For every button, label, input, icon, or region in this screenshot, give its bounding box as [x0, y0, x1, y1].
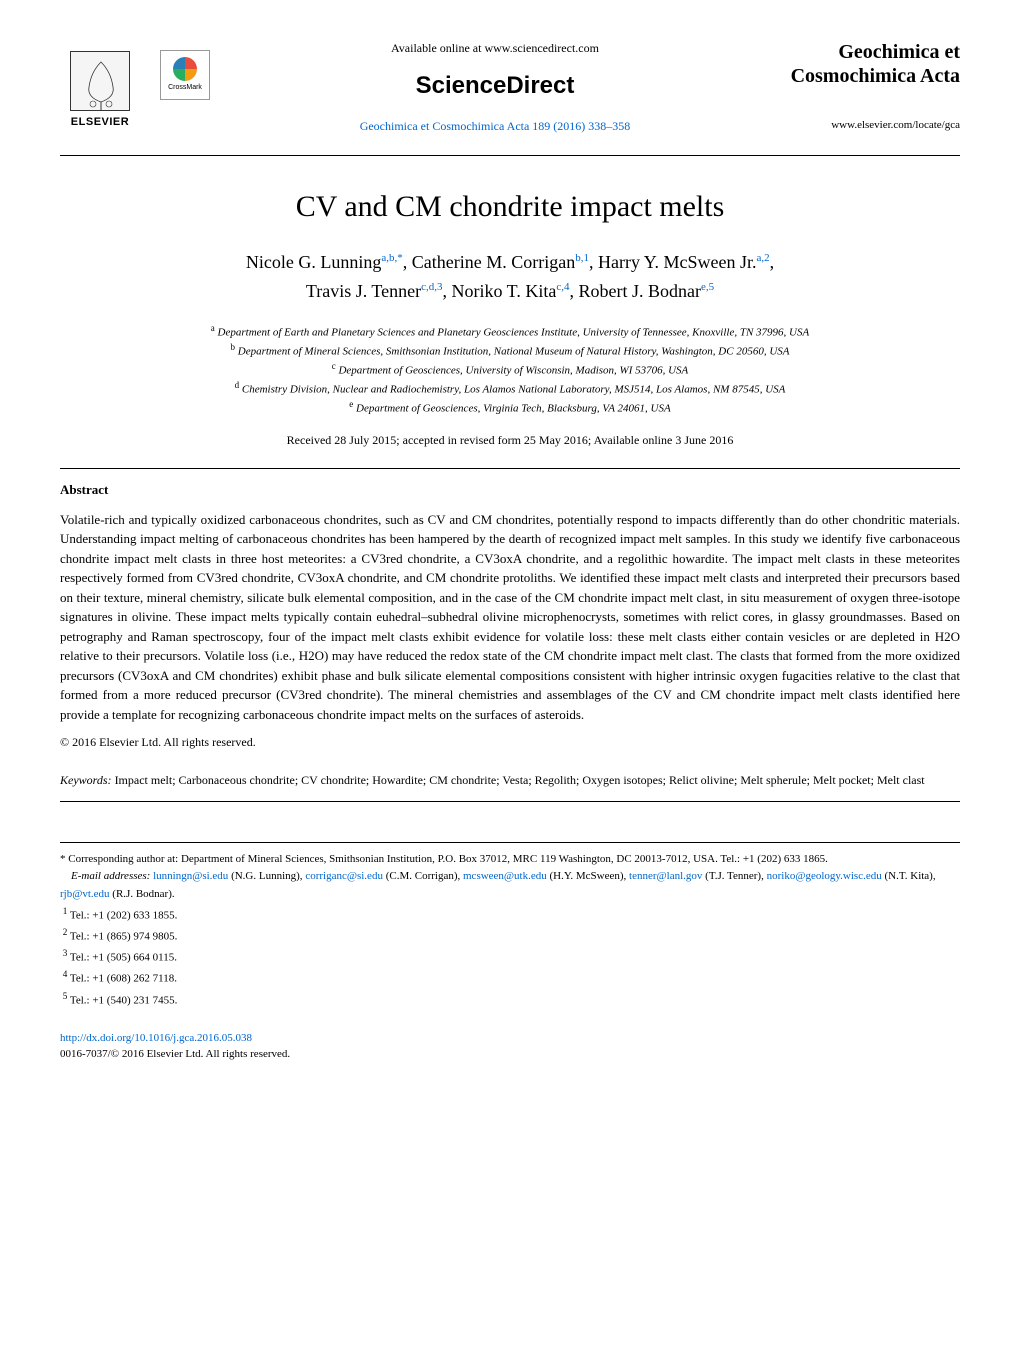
- tel-3: 3 Tel.: +1 (505) 664 0115.: [60, 946, 960, 967]
- email-5-name: (N.T. Kita),: [884, 870, 935, 882]
- emails-line: E-mail addresses: lunningn@si.edu (N.G. …: [60, 868, 960, 903]
- abstract-heading: Abstract: [60, 481, 960, 499]
- keywords-label: Keywords:: [60, 773, 112, 787]
- crossmark-badge[interactable]: CrossMark: [160, 50, 210, 100]
- journal-name: Geochimica et Cosmochimica Acta: [780, 40, 960, 88]
- tel-4-text: Tel.: +1 (608) 262 7118.: [70, 973, 177, 985]
- header-row: ELSEVIER CrossMark Available online at w…: [60, 40, 960, 135]
- elsevier-tree-icon: [70, 51, 130, 111]
- email-2[interactable]: corriganc@si.edu: [305, 870, 383, 882]
- author-1-sup: a,b,*: [381, 252, 402, 264]
- affiliation-b: Department of Mineral Sciences, Smithson…: [238, 346, 790, 358]
- author-2-sup: b,1: [575, 252, 589, 264]
- author-3-sup: a,2: [756, 252, 769, 264]
- author-4-sup: c,d,3: [421, 281, 442, 293]
- keywords-text: Impact melt; Carbonaceous chondrite; CV …: [115, 773, 925, 787]
- crossmark-label: CrossMark: [168, 83, 202, 93]
- tel-1: 1 Tel.: +1 (202) 633 1855.: [60, 904, 960, 925]
- abstract-text: Volatile-rich and typically oxidized car…: [60, 510, 960, 725]
- email-1-name: (N.G. Lunning),: [231, 870, 303, 882]
- divider-keywords-bottom: [60, 801, 960, 802]
- author-3: , Harry Y. McSween Jr.: [589, 252, 756, 272]
- author-6-sup: e,5: [701, 281, 714, 293]
- email-6-name: (R.J. Bodnar).: [112, 888, 174, 900]
- email-2-name: (C.M. Corrigan),: [386, 870, 461, 882]
- elsevier-logo: ELSEVIER: [60, 40, 140, 130]
- tel-1-text: Tel.: +1 (202) 633 1855.: [70, 909, 177, 921]
- article-title: CV and CM chondrite impact melts: [60, 186, 960, 228]
- email-5[interactable]: noriko@geology.wisc.edu: [767, 870, 882, 882]
- author-5-sup: c,4: [556, 281, 569, 293]
- divider-top: [60, 155, 960, 156]
- issn-line: 0016-7037/© 2016 Elsevier Ltd. All right…: [60, 1046, 960, 1063]
- email-4[interactable]: tenner@lanl.gov: [629, 870, 702, 882]
- author-1: Nicole G. Lunning: [246, 252, 381, 272]
- footer-section: * Corresponding author at: Department of…: [60, 842, 960, 1010]
- header-right: Geochimica et Cosmochimica Acta www.else…: [780, 40, 960, 133]
- keywords-block: Keywords: Impact melt; Carbonaceous chon…: [60, 771, 960, 789]
- corresponding-author: * Corresponding author at: Department of…: [60, 851, 960, 869]
- email-3-name: (H.Y. McSween),: [550, 870, 627, 882]
- author-6: , Robert J. Bodnar: [569, 281, 700, 301]
- authors-block: Nicole G. Lunninga,b,*, Catherine M. Cor…: [60, 248, 960, 306]
- author-4: Travis J. Tenner: [306, 281, 421, 301]
- sciencedirect-logo: ScienceDirect: [230, 69, 760, 103]
- divider-abstract-top: [60, 468, 960, 469]
- tel-5: 5 Tel.: +1 (540) 231 7455.: [60, 989, 960, 1010]
- abstract-copyright: © 2016 Elsevier Ltd. All rights reserved…: [60, 734, 960, 751]
- affiliation-a: Department of Earth and Planetary Scienc…: [218, 326, 810, 338]
- journal-citation-link[interactable]: Geochimica et Cosmochimica Acta 189 (201…: [230, 118, 760, 135]
- received-dates: Received 28 July 2015; accepted in revis…: [60, 432, 960, 449]
- crossmark-icon: [173, 57, 197, 81]
- tel-5-text: Tel.: +1 (540) 231 7455.: [70, 994, 177, 1006]
- doi-link[interactable]: http://dx.doi.org/10.1016/j.gca.2016.05.…: [60, 1030, 960, 1047]
- email-4-name: (T.J. Tenner),: [705, 870, 764, 882]
- journal-url: www.elsevier.com/locate/gca: [780, 118, 960, 133]
- affiliations-block: a Department of Earth and Planetary Scie…: [60, 322, 960, 418]
- tel-2-text: Tel.: +1 (865) 974 9805.: [70, 931, 177, 943]
- author-2: , Catherine M. Corrigan: [403, 252, 575, 272]
- tel-3-text: Tel.: +1 (505) 664 0115.: [70, 952, 177, 964]
- header-center: Available online at www.sciencedirect.co…: [210, 40, 780, 135]
- email-label: E-mail addresses:: [71, 870, 150, 882]
- tel-2: 2 Tel.: +1 (865) 974 9805.: [60, 925, 960, 946]
- doi-section: http://dx.doi.org/10.1016/j.gca.2016.05.…: [60, 1030, 960, 1063]
- affiliation-c: Department of Geosciences, University of…: [338, 365, 688, 377]
- available-online-text: Available online at www.sciencedirect.co…: [230, 40, 760, 57]
- email-3[interactable]: mcsween@utk.edu: [463, 870, 547, 882]
- elsevier-text: ELSEVIER: [71, 115, 129, 130]
- author-5: , Noriko T. Kita: [443, 281, 557, 301]
- header-left: ELSEVIER CrossMark: [60, 40, 210, 130]
- affiliation-e: Department of Geosciences, Virginia Tech…: [356, 403, 671, 415]
- email-6[interactable]: rjb@vt.edu: [60, 888, 110, 900]
- tel-4: 4 Tel.: +1 (608) 262 7118.: [60, 967, 960, 988]
- affiliation-d: Chemistry Division, Nuclear and Radioche…: [242, 384, 786, 396]
- email-1[interactable]: lunningn@si.edu: [153, 870, 228, 882]
